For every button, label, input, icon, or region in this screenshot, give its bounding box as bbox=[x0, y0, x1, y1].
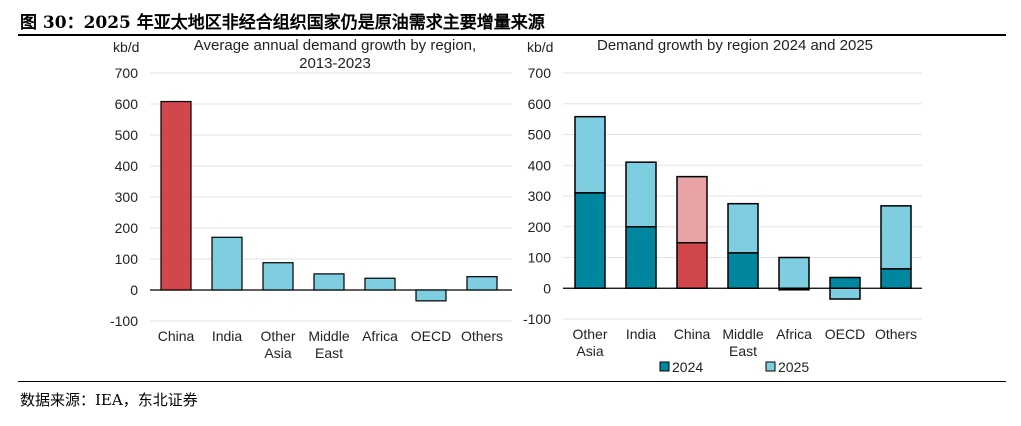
y-tick-label: 600 bbox=[115, 96, 139, 112]
source-note: 数据来源：IEA，东北证券 bbox=[20, 391, 198, 409]
x-tick-label: OECD bbox=[411, 328, 451, 344]
y-tick-label: 300 bbox=[115, 189, 139, 205]
bar-2025 bbox=[676, 175, 708, 244]
legend-swatch-2025 bbox=[765, 361, 776, 372]
y-tick-label: 200 bbox=[115, 220, 139, 236]
x-tick-label: Africa bbox=[362, 328, 398, 344]
y-tick-label: 700 bbox=[528, 65, 552, 81]
y-tick-label: 0 bbox=[543, 280, 551, 296]
source-divider bbox=[18, 381, 1006, 382]
y-tick-label: 400 bbox=[528, 157, 552, 173]
x-tick-label: China bbox=[158, 328, 195, 344]
x-tick-label: India bbox=[626, 326, 657, 342]
x-tick-label: Other bbox=[260, 328, 295, 344]
y-axis-unit: kb/d bbox=[527, 39, 553, 55]
y-tick-label: 300 bbox=[528, 188, 552, 204]
x-tick-label: East bbox=[315, 345, 343, 361]
x-tick-label: Others bbox=[875, 326, 917, 342]
bar-2025 bbox=[625, 161, 657, 228]
y-tick-label: 700 bbox=[115, 65, 139, 81]
x-tick-label: East bbox=[729, 343, 757, 359]
bar bbox=[160, 100, 192, 291]
title-divider bbox=[18, 34, 1006, 36]
y-tick-label: 400 bbox=[115, 158, 139, 174]
y-tick-label: 200 bbox=[528, 219, 552, 235]
y-tick-label: 600 bbox=[528, 96, 552, 112]
chart-title: Average annual demand growth by region, bbox=[194, 37, 476, 54]
y-tick-label: -100 bbox=[523, 311, 551, 327]
x-tick-label: OECD bbox=[825, 326, 865, 342]
x-tick-label: Asia bbox=[264, 345, 291, 361]
bar-2024 bbox=[829, 276, 861, 289]
y-tick-label: 500 bbox=[115, 127, 139, 143]
bar-2024 bbox=[880, 268, 912, 290]
legend-label-2024: 2024 bbox=[672, 359, 703, 375]
legend-label-2025: 2025 bbox=[778, 359, 809, 375]
bar-2024 bbox=[625, 226, 657, 289]
figure-title: 图 30：2025 年亚太地区非经合组织国家仍是原油需求主要增量来源 bbox=[20, 13, 545, 33]
bar-2024 bbox=[574, 192, 606, 289]
bar bbox=[415, 289, 447, 302]
y-tick-label: -100 bbox=[110, 313, 138, 329]
bar bbox=[262, 262, 294, 291]
y-tick-label: 0 bbox=[130, 282, 138, 298]
y-tick-label: 500 bbox=[528, 127, 552, 143]
bar-2024 bbox=[778, 287, 810, 291]
bar-2025 bbox=[829, 287, 861, 300]
y-tick-label: 100 bbox=[528, 250, 552, 266]
bar bbox=[211, 236, 243, 291]
bar-2024 bbox=[676, 241, 708, 290]
bar bbox=[364, 277, 396, 291]
bar bbox=[466, 276, 498, 291]
x-tick-label: China bbox=[674, 326, 711, 342]
bar-2025 bbox=[880, 205, 912, 270]
legend-swatch-2024 bbox=[659, 361, 670, 372]
y-axis-unit: kb/d bbox=[113, 39, 139, 55]
bar-2025 bbox=[778, 256, 810, 289]
x-tick-label: Africa bbox=[776, 326, 812, 342]
x-tick-label: Other bbox=[572, 326, 607, 342]
x-tick-label: Middle bbox=[722, 326, 763, 342]
x-tick-label: Others bbox=[461, 328, 503, 344]
y-tick-label: 100 bbox=[115, 251, 139, 267]
chart-title: Demand growth by region 2024 and 2025 bbox=[597, 37, 873, 54]
x-tick-label: India bbox=[212, 328, 243, 344]
bar-2025 bbox=[574, 115, 606, 194]
chart-title-line2: 2013-2023 bbox=[299, 55, 371, 72]
x-tick-label: Asia bbox=[576, 343, 603, 359]
bar-2024 bbox=[727, 252, 759, 289]
x-tick-label: Middle bbox=[308, 328, 349, 344]
bar-2025 bbox=[727, 202, 759, 254]
bar bbox=[313, 273, 345, 291]
